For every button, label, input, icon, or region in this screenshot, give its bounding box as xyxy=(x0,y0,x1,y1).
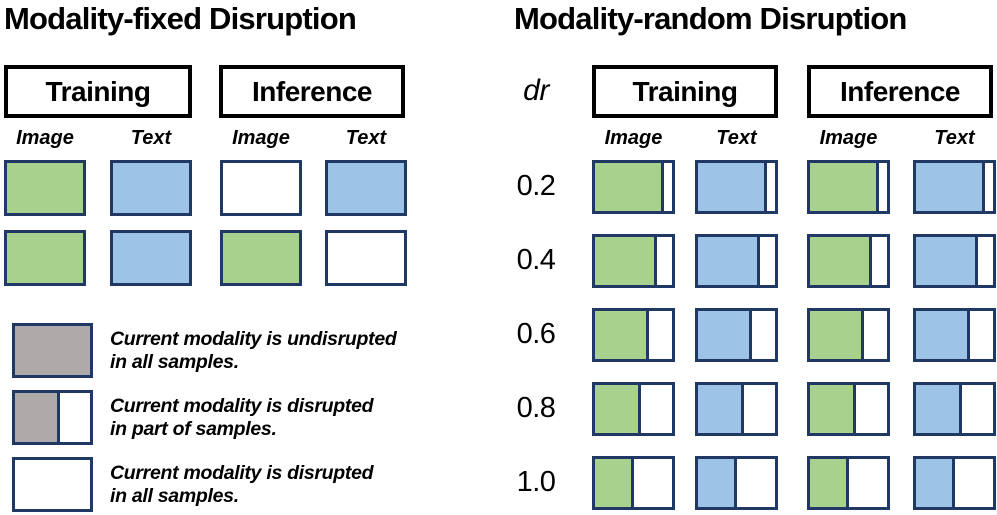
legend-line: Current modality is disrupted xyxy=(110,462,374,484)
legend-line: in part of samples. xyxy=(110,418,277,440)
random-dr0.2-training-text-box xyxy=(695,160,778,214)
fixed-row2-inference-text-box xyxy=(325,230,407,286)
random-dr0.8-inference-image-box xyxy=(807,382,890,436)
random-dr0.4-training-image-box xyxy=(592,234,675,288)
random-dr0.6-inference-text-box xyxy=(913,308,996,362)
left-col-label-training-text: Text xyxy=(130,127,172,149)
green-fill xyxy=(810,237,872,285)
right-inference-label: Inference xyxy=(840,75,961,107)
random-dr1.0-inference-image-box xyxy=(807,456,890,510)
fixed-row1-training-image-box xyxy=(4,160,86,216)
dr-value-0.4: 0.4 xyxy=(516,244,556,276)
left-panel-title: Modality-fixed Disruption xyxy=(4,1,357,36)
blue-fill xyxy=(328,163,404,213)
fixed-row1-inference-text-box xyxy=(325,160,407,216)
left-col-label-inference-image: Image xyxy=(232,127,290,149)
left-training-label: Training xyxy=(45,75,151,107)
blue-fill xyxy=(916,459,955,507)
green-fill xyxy=(810,311,864,359)
dr-value-1.0: 1.0 xyxy=(516,466,556,498)
blue-fill xyxy=(916,311,970,359)
random-dr0.4-training-text-box xyxy=(695,234,778,288)
green-fill xyxy=(7,163,83,213)
legend-swatch-disrupted-part xyxy=(12,390,93,445)
dr-value-0.6: 0.6 xyxy=(516,318,556,350)
legend-line: in all samples. xyxy=(110,485,239,507)
legend-swatch-undisrupted-all xyxy=(12,323,93,378)
dr-header-label: dr xyxy=(523,74,549,107)
random-dr0.8-inference-text-box xyxy=(913,382,996,436)
green-fill xyxy=(810,385,857,433)
right-inference-phase-box: Inference xyxy=(807,65,993,118)
legend-text-disrupted-part: Current modality is disrupted in part of… xyxy=(110,395,455,441)
blue-fill xyxy=(698,237,760,285)
right-col-label-inference-text: Text xyxy=(934,127,975,149)
right-panel-title: Modality-random Disruption xyxy=(514,1,907,36)
fixed-row2-training-text-box xyxy=(110,230,192,286)
dr-value-0.2: 0.2 xyxy=(516,170,556,202)
random-dr1.0-inference-text-box xyxy=(913,456,996,510)
dr-value-0.8: 0.8 xyxy=(516,392,556,424)
left-training-phase-box: Training xyxy=(4,65,192,118)
legend-text-undisrupted-all: Current modality is undisrupted in all s… xyxy=(110,328,455,374)
green-fill xyxy=(595,311,649,359)
random-dr1.0-training-image-box xyxy=(592,456,675,510)
random-dr1.0-training-text-box xyxy=(695,456,778,510)
blue-fill xyxy=(916,237,978,285)
random-dr0.8-training-image-box xyxy=(592,382,675,436)
right-training-label: Training xyxy=(632,75,738,107)
legend-text-disrupted-all: Current modality is disrupted in all sam… xyxy=(110,462,455,508)
blue-fill xyxy=(916,163,986,211)
blue-fill xyxy=(113,163,189,213)
green-fill xyxy=(7,233,83,283)
blue-fill xyxy=(698,311,752,359)
green-fill xyxy=(810,459,849,507)
random-dr0.8-training-text-box xyxy=(695,382,778,436)
green-fill xyxy=(595,163,665,211)
random-dr0.2-inference-text-box xyxy=(913,160,996,214)
green-fill xyxy=(595,237,657,285)
fixed-row2-inference-image-box xyxy=(220,230,302,286)
fixed-row2-training-image-box xyxy=(4,230,86,286)
left-inference-phase-box: Inference xyxy=(219,65,405,118)
legend-swatch-disrupted-all xyxy=(12,457,93,512)
right-training-phase-box: Training xyxy=(592,65,778,118)
random-dr0.4-inference-text-box xyxy=(913,234,996,288)
random-dr0.6-training-image-box xyxy=(592,308,675,362)
legend-line: Current modality is undisrupted xyxy=(110,328,397,350)
green-fill xyxy=(595,385,642,433)
green-fill xyxy=(223,233,299,283)
legend-line: in all samples. xyxy=(110,351,239,373)
random-dr0.6-inference-image-box xyxy=(807,308,890,362)
blue-fill xyxy=(698,385,745,433)
blue-fill xyxy=(698,459,737,507)
left-col-label-training-image: Image xyxy=(16,127,74,149)
green-fill xyxy=(810,163,880,211)
gray-fill xyxy=(15,393,60,442)
blue-fill xyxy=(916,385,963,433)
green-fill xyxy=(595,459,634,507)
fixed-row1-training-text-box xyxy=(110,160,192,216)
random-dr0.2-inference-image-box xyxy=(807,160,890,214)
fixed-row1-inference-image-box xyxy=(220,160,302,216)
right-col-label-training-text: Text xyxy=(716,127,757,149)
random-dr0.6-training-text-box xyxy=(695,308,778,362)
blue-fill xyxy=(698,163,768,211)
right-col-label-inference-image: Image xyxy=(819,127,878,149)
random-dr0.2-training-image-box xyxy=(592,160,675,214)
left-col-label-inference-text: Text xyxy=(345,127,387,149)
right-col-label-training-image: Image xyxy=(604,127,663,149)
gray-fill xyxy=(15,326,90,375)
random-dr0.4-inference-image-box xyxy=(807,234,890,288)
legend-line: Current modality is disrupted xyxy=(110,395,374,417)
left-inference-label: Inference xyxy=(252,75,373,107)
blue-fill xyxy=(113,233,189,283)
